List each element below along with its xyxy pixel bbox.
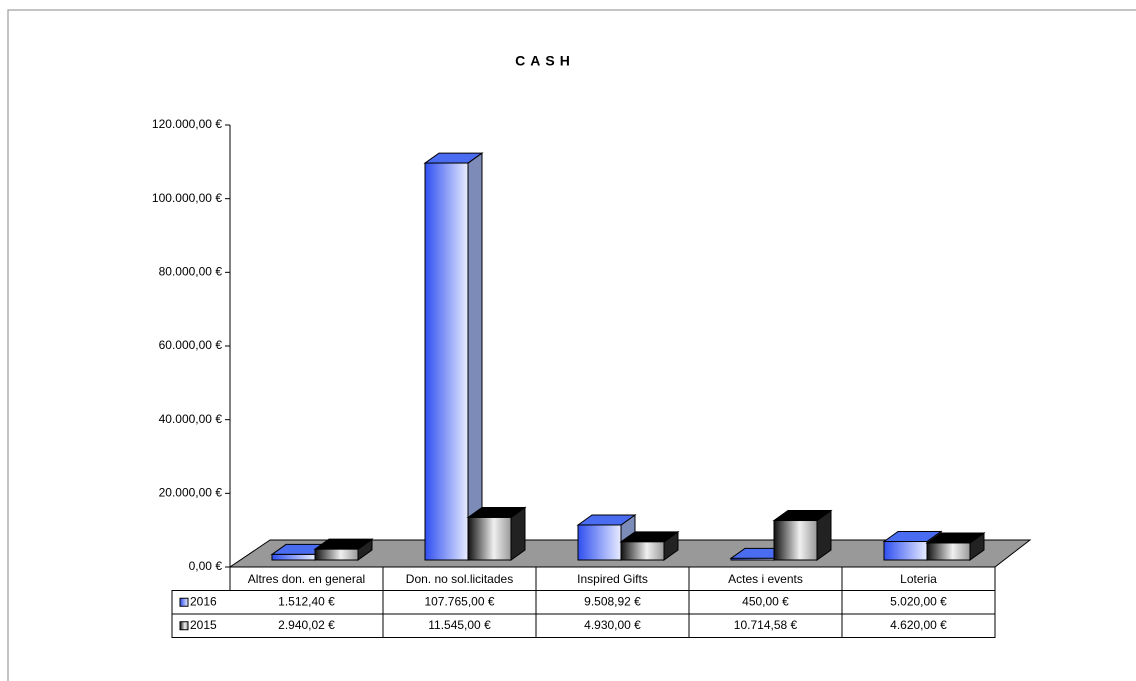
data-label: 9.508,92 €: [584, 594, 641, 608]
data-label: 2.940,02 €: [278, 618, 335, 632]
data-label: 1.512,40 €: [278, 594, 335, 608]
chart-title: CASH: [515, 53, 575, 69]
legend-label: 2016: [190, 594, 217, 608]
y-tick-label: 20.000,00 €: [159, 486, 223, 500]
bar: [424, 162, 469, 561]
bar: [883, 541, 928, 561]
bar: [620, 541, 665, 561]
x-tick-label: Actes i events: [728, 572, 803, 586]
y-tick-label: 80.000,00 €: [159, 265, 223, 279]
y-tick-label: 40.000,00 €: [159, 412, 223, 426]
y-tick-label: 100.000,00 €: [152, 191, 222, 205]
legend-swatch: [179, 621, 189, 631]
bar-side: [467, 152, 483, 561]
x-tick-label: Don. no sol.licitades: [406, 572, 513, 586]
x-tick-label: Altres don. en general: [248, 572, 365, 586]
x-tick-label: Inspired Gifts: [577, 572, 648, 586]
data-label: 107.765,00 €: [424, 594, 494, 608]
legend-label: 2015: [190, 618, 217, 632]
chart-frame: [7, 9, 1136, 681]
bar: [926, 542, 971, 561]
data-label: 11.545,00 €: [428, 618, 491, 632]
bar: [773, 520, 818, 561]
y-tick-label: 120.000,00 €: [152, 117, 222, 131]
bar: [271, 553, 316, 561]
x-tick-label: Loteria: [900, 572, 937, 586]
data-label: 4.620,00 €: [890, 618, 947, 632]
bar: [730, 557, 775, 561]
data-label: 4.930,00 €: [584, 618, 641, 632]
data-label: 5.020,00 €: [890, 594, 947, 608]
bar: [577, 524, 622, 561]
data-label: 450,00 €: [742, 594, 789, 608]
legend-swatch: [179, 597, 189, 607]
y-tick-label: 0,00 €: [189, 559, 223, 573]
y-tick-label: 60.000,00 €: [159, 338, 223, 352]
bar: [467, 516, 512, 561]
bar: [314, 548, 359, 561]
data-label: 10.714,58 €: [734, 618, 798, 632]
